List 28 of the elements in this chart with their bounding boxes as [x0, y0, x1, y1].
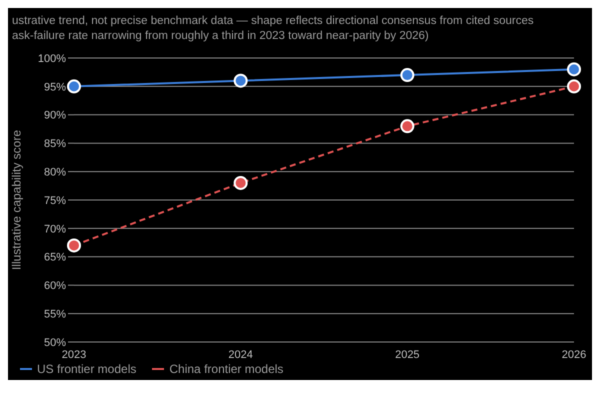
y-tick-label: 95%: [44, 81, 66, 94]
y-tick-label: 85%: [44, 138, 66, 150]
point: [234, 74, 248, 88]
point: [400, 68, 414, 82]
y-tick-label: 60%: [44, 280, 66, 292]
point: [567, 79, 581, 94]
legend-label: China frontier models: [168, 362, 284, 376]
point: [234, 176, 248, 190]
y-axis-title: Illustrative capability score: [9, 130, 24, 270]
x-tick-label: 2026: [562, 348, 586, 361]
x-tick-label: 2024: [228, 348, 253, 361]
y-tick-label: 50%: [44, 336, 66, 349]
point: [567, 62, 581, 76]
chart-subtitle: ask-failure rate narrowing from roughly a third in 2023 toward near-parity by 2026): [11, 29, 430, 44]
chart-title: ustrative trend, not precise benchmark data — shape reflects directional consensus from cited sources: [11, 14, 535, 29]
y-tick-label: 70%: [44, 223, 66, 236]
point: [67, 238, 81, 252]
y-tick-label: 65%: [44, 252, 66, 264]
legend-label: US frontier models: [36, 362, 136, 376]
point: [400, 119, 414, 134]
y-tick-label: 55%: [44, 308, 66, 321]
y-tick-label: 100%: [38, 52, 66, 65]
y-tick-label: 75%: [44, 194, 66, 207]
x-tick-label: 2025: [395, 348, 420, 361]
y-tick-label: 90%: [44, 110, 66, 122]
x-tick-label: 2023: [62, 348, 86, 361]
point: [67, 79, 81, 94]
y-tick-label: 80%: [44, 166, 66, 179]
